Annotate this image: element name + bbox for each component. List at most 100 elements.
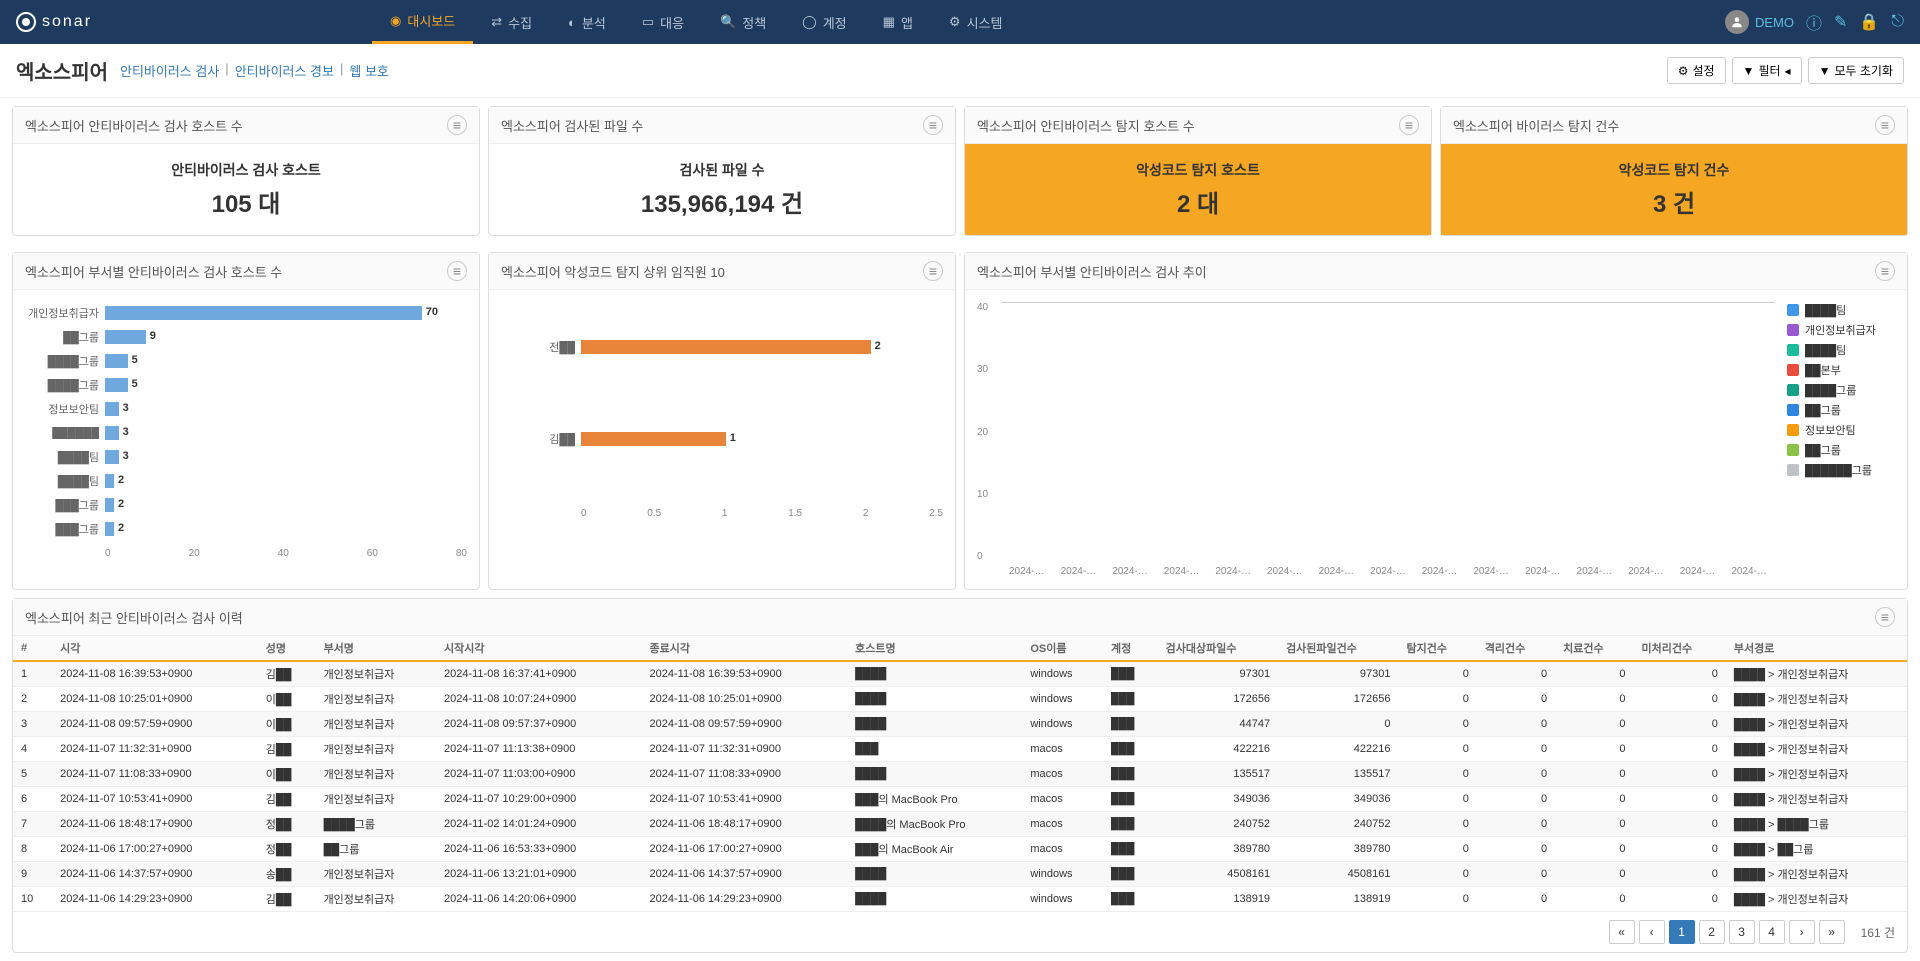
- hbar-value: 2: [875, 340, 881, 352]
- table-cell: 2024-11-06 14:29:23+0900: [52, 887, 258, 912]
- table-header[interactable]: 검사대상파일수: [1158, 636, 1278, 661]
- table-header[interactable]: 격리건수: [1477, 636, 1555, 661]
- table-header[interactable]: 치료건수: [1555, 636, 1633, 661]
- reset-button[interactable]: ▼ 모두 초기화: [1808, 57, 1904, 84]
- panel-menu-icon[interactable]: ≡: [1875, 261, 1895, 281]
- y-tick: 10: [977, 489, 988, 500]
- panel-menu-icon[interactable]: ≡: [1875, 607, 1895, 627]
- legend-swatch: [1787, 344, 1799, 356]
- table-header[interactable]: 종료시각: [642, 636, 848, 661]
- table-cell: 0: [1398, 687, 1476, 712]
- table-row[interactable]: 32024-11-08 09:57:59+0900이██개인정보취급자2024-…: [13, 712, 1907, 737]
- page-prev[interactable]: ‹: [1639, 920, 1665, 944]
- table-header[interactable]: #: [13, 636, 52, 661]
- hbar-track: 3: [105, 426, 467, 440]
- panel-menu-icon[interactable]: ≡: [447, 115, 467, 135]
- page-first[interactable]: «: [1609, 920, 1635, 944]
- legend-label: 정보보안팀: [1805, 422, 1856, 438]
- table-row[interactable]: 12024-11-08 16:39:53+0900김██개인정보취급자2024-…: [13, 661, 1907, 687]
- breadcrumb-link[interactable]: 웹 보호: [349, 61, 389, 80]
- nav-7[interactable]: ⚙시스템: [931, 0, 1021, 44]
- table-header[interactable]: 부서명: [316, 636, 436, 661]
- nav-6[interactable]: ▦앱: [865, 0, 931, 44]
- table-row[interactable]: 102024-11-06 14:29:23+0900김██개인정보취급자2024…: [13, 887, 1907, 912]
- breadcrumb-link[interactable]: 안티바이러스 경보: [235, 61, 334, 80]
- stat-value: 2 대: [965, 184, 1431, 219]
- hbar-label: ███그룹: [25, 521, 105, 537]
- page-num[interactable]: 3: [1729, 920, 1755, 944]
- table-row[interactable]: 82024-11-06 17:00:27+0900정████그룹2024-11-…: [13, 837, 1907, 862]
- panel-menu-icon[interactable]: ≡: [923, 261, 943, 281]
- table-header[interactable]: 미처리건수: [1633, 636, 1725, 661]
- table-row[interactable]: 62024-11-07 10:53:41+0900김██개인정보취급자2024-…: [13, 787, 1907, 812]
- page-actions: ⚙ 설정 ▼ 필터 ◂ ▼ 모두 초기화: [1667, 57, 1904, 84]
- page-num[interactable]: 4: [1759, 920, 1785, 944]
- stat-value: 135,966,194 건: [489, 184, 955, 219]
- logout-icon[interactable]: ⎋: [1891, 13, 1904, 31]
- table-cell: 0: [1633, 762, 1725, 787]
- stat-label: 악성코드 탐지 호스트: [965, 160, 1431, 180]
- dept-hosts-chart: 개인정보취급자 70 ██그룹 9 ████그룹 5 ████그룹: [25, 302, 467, 542]
- table-cell: 0: [1555, 762, 1633, 787]
- nav-3[interactable]: ▭대응: [624, 0, 702, 44]
- table-cell: 138919: [1158, 887, 1278, 912]
- page-num[interactable]: 2: [1699, 920, 1725, 944]
- brand-name: sonar: [42, 13, 92, 31]
- table-row[interactable]: 42024-11-07 11:32:31+0900김██개인정보취급자2024-…: [13, 737, 1907, 762]
- page-next[interactable]: ›: [1789, 920, 1815, 944]
- table-header[interactable]: 탐지건수: [1398, 636, 1476, 661]
- logo[interactable]: sonar: [16, 12, 92, 32]
- table-header[interactable]: 검사된파일건수: [1278, 636, 1398, 661]
- nav-label: 시스템: [967, 13, 1003, 32]
- page-num[interactable]: 1: [1669, 920, 1695, 944]
- lock-icon[interactable]: 🔒: [1859, 12, 1879, 32]
- panel-menu-icon[interactable]: ≡: [1399, 115, 1419, 135]
- edit-icon[interactable]: ✎: [1834, 12, 1847, 32]
- breadcrumb-link[interactable]: 안티바이러스 검사: [120, 61, 219, 80]
- hbar-value: 3: [123, 402, 129, 414]
- nav-4[interactable]: 🔍정책: [702, 0, 784, 44]
- table-row[interactable]: 92024-11-06 14:37:57+0900송██개인정보취급자2024-…: [13, 862, 1907, 887]
- nav-1[interactable]: ⇄수집: [473, 0, 550, 44]
- table-header[interactable]: 계정: [1103, 636, 1158, 661]
- table-row[interactable]: 22024-11-08 10:25:01+0900이██개인정보취급자2024-…: [13, 687, 1907, 712]
- legend-label: ████그룹: [1805, 382, 1856, 398]
- table-row[interactable]: 52024-11-07 11:08:33+0900이██개인정보취급자2024-…: [13, 762, 1907, 787]
- hbar-track: 3: [105, 402, 467, 416]
- table-header[interactable]: 부서경로: [1726, 636, 1907, 661]
- table-cell: 김██: [258, 887, 316, 912]
- legend: ████팀개인정보취급자████팀██본부████그룹██그룹정보보안팀██그룹…: [1775, 302, 1895, 562]
- panel-menu-icon[interactable]: ≡: [1875, 115, 1895, 135]
- nav-5[interactable]: ◯계정: [784, 0, 864, 44]
- nav-2[interactable]: ◐분석: [550, 0, 624, 44]
- table-cell: macos: [1022, 812, 1103, 837]
- stat-panel: 엑소스피어 검사된 파일 수 ≡ 검사된 파일 수 135,966,194 건: [488, 106, 956, 236]
- user-badge[interactable]: DEMO: [1725, 10, 1794, 34]
- info-icon[interactable]: ⓘ: [1806, 10, 1822, 34]
- hbar-label: ████팀: [25, 449, 105, 465]
- panel-header: 엑소스피어 안티바이러스 탐지 호스트 수 ≡: [965, 107, 1431, 144]
- page-last[interactable]: »: [1819, 920, 1845, 944]
- table-cell: 2024-11-07 11:32:31+0900: [52, 737, 258, 762]
- table-cell: 0: [1633, 812, 1725, 837]
- table-cell: 2024-11-08 16:37:41+0900: [436, 661, 642, 687]
- filter-button[interactable]: ▼ 필터 ◂: [1732, 57, 1802, 84]
- table-cell: 2024-11-07 10:29:00+0900: [436, 787, 642, 812]
- nav-0[interactable]: ◉대시보드: [372, 0, 473, 44]
- panel-header: 엑소스피어 부서별 안티바이러스 검사 호스트 수 ≡: [13, 253, 479, 290]
- panel-menu-icon[interactable]: ≡: [447, 261, 467, 281]
- table-header[interactable]: 성명: [258, 636, 316, 661]
- table-cell: ████ > 개인정보취급자: [1726, 762, 1907, 787]
- settings-button[interactable]: ⚙ 설정: [1667, 57, 1726, 84]
- table-header[interactable]: OS이름: [1022, 636, 1103, 661]
- axis-tick: 1.5: [788, 508, 802, 519]
- table-header[interactable]: 시작시각: [436, 636, 642, 661]
- header-right: DEMO ⓘ ✎ 🔒 ⎋: [1725, 10, 1904, 34]
- table-row[interactable]: 72024-11-06 18:48:17+0900정██████그룹2024-1…: [13, 812, 1907, 837]
- table-header[interactable]: 호스트명: [847, 636, 1022, 661]
- table-cell: 0: [1398, 862, 1476, 887]
- panel-menu-icon[interactable]: ≡: [923, 115, 943, 135]
- nav-label: 앱: [901, 13, 913, 32]
- table-header[interactable]: 시각: [52, 636, 258, 661]
- seg-label: 7: [1022, 302, 1042, 312]
